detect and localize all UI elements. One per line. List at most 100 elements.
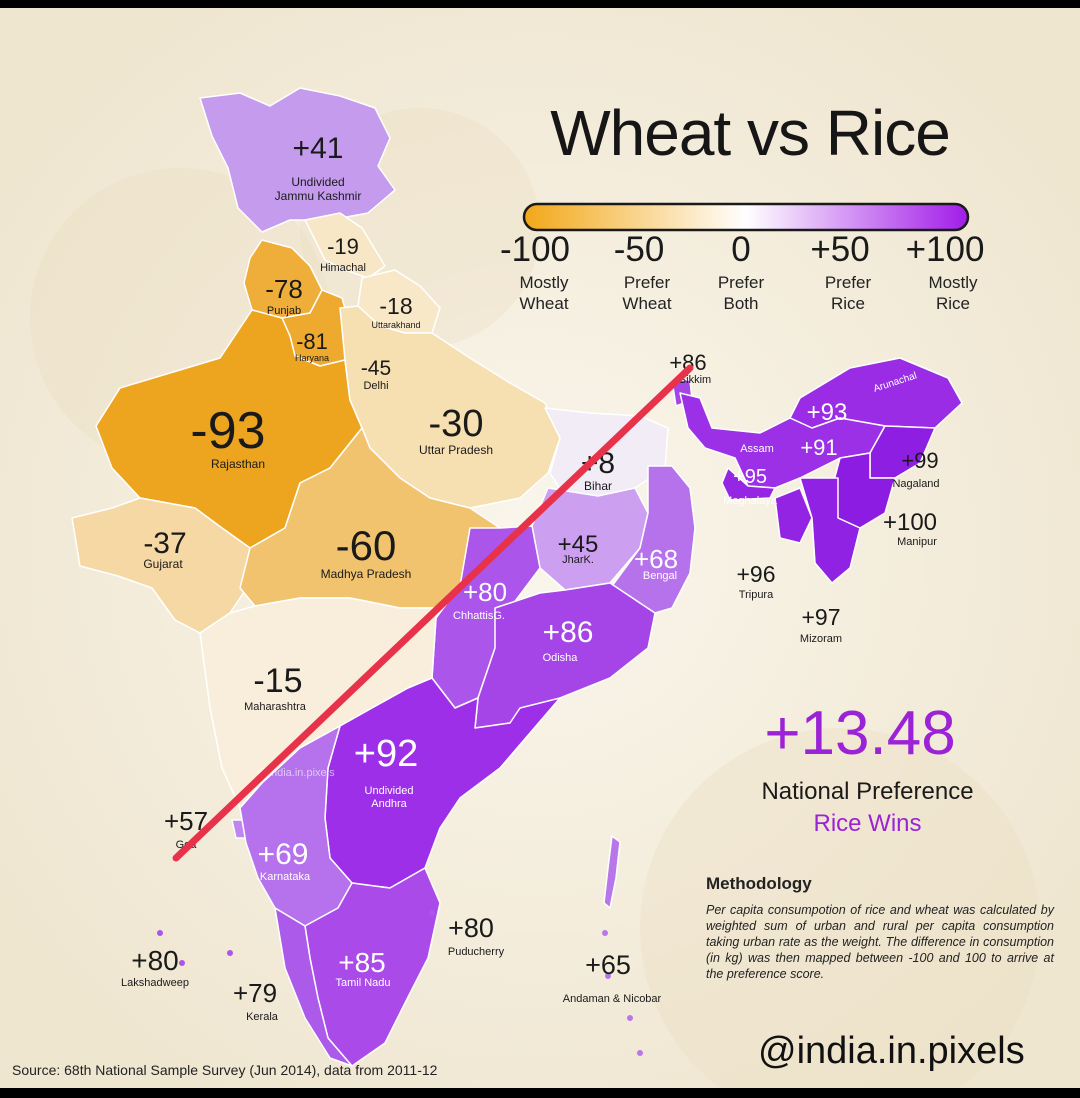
region-value: +95 — [733, 466, 767, 488]
region-name: Undivided — [365, 785, 414, 797]
region-name: Undivided — [291, 175, 344, 189]
legend-tick-label: Prefer Wheat — [622, 273, 672, 313]
map-watermark: @india.in.pixels — [257, 767, 335, 779]
region-name: Karnataka — [260, 871, 311, 883]
region-name: Tripura — [739, 589, 774, 601]
region-an-island — [602, 930, 608, 936]
region-name: Rajasthan — [211, 457, 265, 471]
region-value: -81 — [296, 329, 328, 354]
region-ml — [721, 467, 776, 501]
source-note: Source: 68th National Sample Survey (Jun… — [12, 1062, 438, 1078]
india-map — [30, 87, 1040, 1088]
region-name-line2: Jammu Kashmir — [275, 189, 362, 203]
region-value: -45 — [361, 357, 391, 380]
legend-tick-value: +100 — [905, 230, 985, 269]
region-name: Andaman & Nicobar — [563, 993, 662, 1005]
region-name: Uttar Pradesh — [419, 443, 493, 457]
region-value: -78 — [265, 274, 303, 304]
region-value: -15 — [253, 662, 302, 700]
region-name: Puducherry — [448, 946, 505, 958]
region-name: Uttarakhand — [371, 320, 420, 330]
region-value: +65 — [585, 950, 631, 980]
page-title: Wheat vs Rice — [550, 97, 951, 169]
region-name: JharK. — [562, 554, 594, 566]
region-name: Sikkim — [679, 374, 711, 386]
national-verdict: Rice Wins — [813, 810, 922, 837]
region-value: +100 — [883, 509, 937, 536]
region-value: +80 — [448, 913, 494, 943]
legend-tick-label: Mostly Rice — [928, 273, 978, 313]
background-decoration — [640, 728, 1040, 1088]
region-an — [603, 835, 621, 909]
region-mz — [799, 477, 861, 584]
region-name: Himachal — [320, 262, 366, 274]
region-name: Lakshadweep — [121, 977, 189, 989]
region-value: +85 — [338, 947, 386, 978]
region-value: +41 — [293, 132, 344, 165]
region-value: +92 — [354, 733, 418, 775]
region-value: +80 — [131, 945, 179, 976]
diagonal-annotation-line — [172, 364, 694, 862]
region-name: Maharashtra — [244, 701, 307, 713]
region-wb — [611, 465, 696, 614]
region-name-line2: Andhra — [371, 798, 407, 810]
legend-tick-value: -50 — [613, 230, 665, 269]
region-an-island — [627, 1015, 633, 1021]
national-score: +13.48 — [764, 699, 956, 768]
region-name: Gujarat — [143, 557, 183, 571]
region-value: -30 — [429, 403, 484, 445]
region-value: +45 — [558, 531, 599, 558]
region-name: Haryana — [295, 353, 329, 363]
national-preference-label: National Preference — [761, 778, 974, 805]
region-name: Bengal — [643, 570, 677, 582]
region-name: Odisha — [543, 652, 579, 664]
region-ld-island — [157, 930, 163, 936]
legend-tick-label: Prefer Rice — [824, 273, 872, 313]
region-an-island — [605, 973, 611, 979]
region-value: +91 — [800, 435, 837, 460]
legend-tick-value: +50 — [810, 230, 870, 269]
legend-gradient-bar — [522, 202, 970, 232]
region-value: -37 — [143, 527, 186, 560]
region-name: ChhattisG. — [453, 610, 505, 622]
region-kl — [274, 907, 353, 1067]
region-value: +68 — [634, 544, 678, 574]
region-value: +93 — [807, 399, 848, 426]
region-value: -19 — [327, 234, 359, 259]
region-value: -60 — [336, 522, 397, 569]
region-name: Delhi — [363, 380, 388, 392]
region-name: Tamil Nadu — [335, 977, 390, 989]
legend-tick-label: Mostly Wheat — [519, 273, 569, 313]
region-ka — [239, 725, 353, 927]
region-value: +69 — [258, 838, 309, 871]
region-name: Manipur — [897, 536, 937, 548]
region-an-island — [637, 1050, 643, 1056]
region-name: Bihar — [584, 479, 612, 493]
region-tr — [774, 487, 813, 544]
region-value: +97 — [801, 604, 840, 630]
region-gj — [71, 497, 251, 634]
region-name: Punjab — [267, 305, 301, 317]
region-ld-island — [179, 960, 185, 966]
region-ld-island — [227, 950, 233, 956]
region-name: Kerala — [246, 1011, 279, 1023]
region-name: Mizoram — [800, 633, 842, 645]
region-value: +96 — [736, 561, 775, 587]
region-value: -93 — [190, 402, 265, 460]
infographic-frame: +41 Undivided Jammu Kashmir -19 Himachal -78 P… — [0, 8, 1080, 1088]
region-jk — [199, 87, 396, 233]
legend-tick-label: Prefer Both — [717, 273, 765, 313]
region-value: +79 — [233, 978, 277, 1008]
methodology-title: Methodology — [706, 874, 812, 893]
methodology-text: Per capita consumpotion of rice and whea… — [706, 903, 1054, 981]
legend-tick-value: 0 — [731, 230, 751, 269]
region-name: Nagaland — [892, 478, 939, 490]
region-name: Meghalaya — [723, 495, 778, 507]
region-value: +86 — [543, 616, 594, 649]
region-py-island — [429, 910, 435, 916]
region-value: -18 — [379, 293, 412, 319]
legend-tick-value: -100 — [499, 230, 571, 269]
region-value: +99 — [901, 448, 938, 473]
